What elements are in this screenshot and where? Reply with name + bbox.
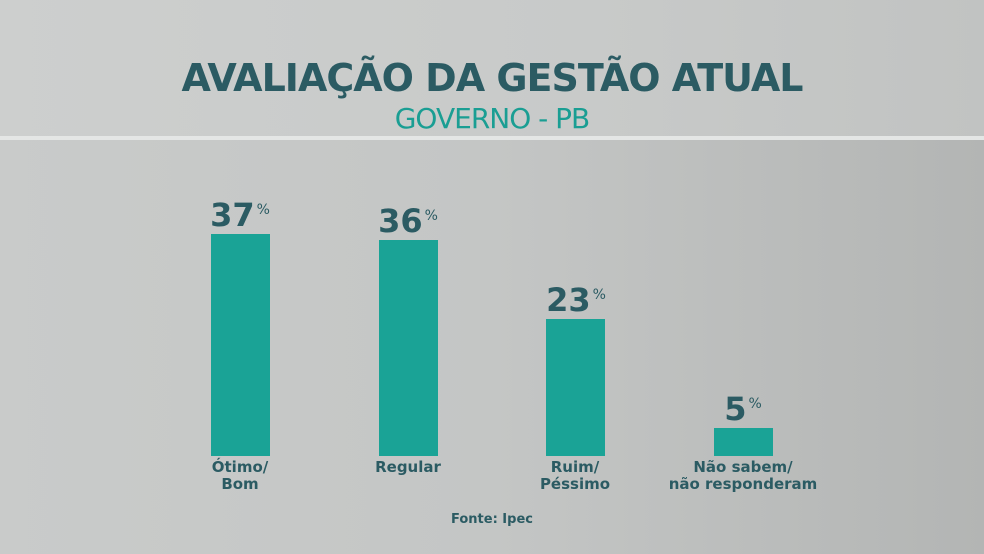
bar-value-2: 36% bbox=[378, 202, 438, 240]
header-divider bbox=[0, 136, 984, 140]
source-note: Fonte: Ipec bbox=[451, 512, 533, 527]
chart-title: AVALIAÇÃO DA GESTÃO ATUAL bbox=[181, 56, 804, 100]
bar-ruim-pessimo bbox=[546, 319, 605, 456]
chart-subtitle: GOVERNO - PB bbox=[394, 102, 591, 135]
bar-value-1: 37% bbox=[210, 196, 270, 234]
bar-label-4: Não sabem/não responderam bbox=[668, 458, 818, 493]
bar-label-1: Ótimo/Bom bbox=[211, 458, 269, 493]
bar-value-3: 23% bbox=[546, 281, 606, 319]
bar-nao-sabem bbox=[714, 428, 773, 456]
bar-otimo-bom bbox=[211, 234, 270, 456]
bar-value-4: 5% bbox=[724, 390, 762, 428]
bar-label-3: Ruim/Péssimo bbox=[539, 458, 611, 493]
bar-label-2: Regular bbox=[375, 458, 441, 476]
header-band bbox=[0, 0, 984, 136]
bar-regular bbox=[379, 240, 438, 456]
